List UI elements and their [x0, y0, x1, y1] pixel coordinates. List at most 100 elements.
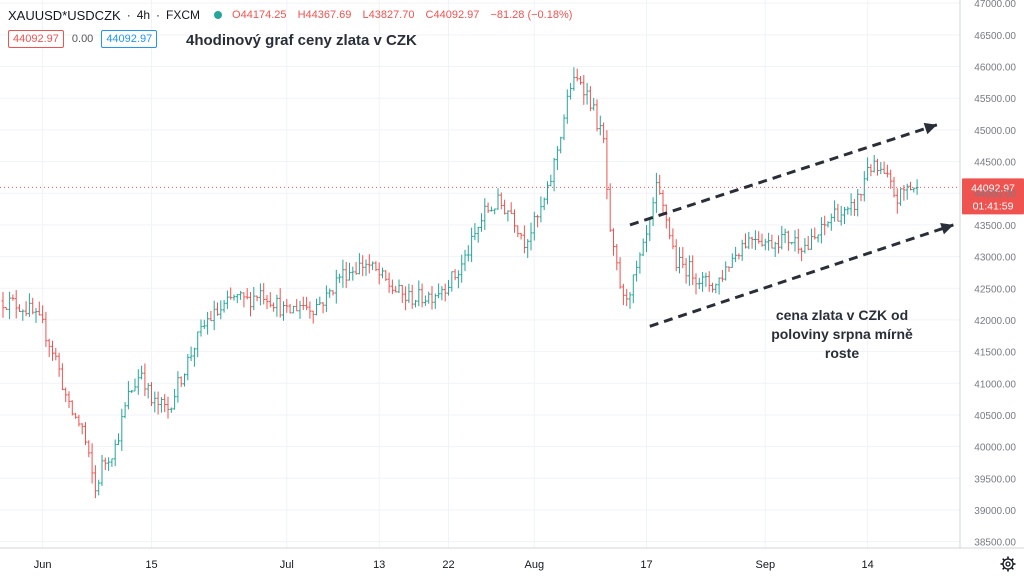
- ohlc-bar: [697, 277, 701, 290]
- ohlc-bar: [338, 273, 342, 283]
- x-tick-label: Sep: [756, 559, 776, 571]
- separator: ·: [126, 8, 131, 22]
- ohlc-bar: [823, 215, 827, 236]
- close-key: C: [425, 9, 434, 21]
- y-tick-label: 42000.00: [974, 316, 1016, 327]
- interval-label[interactable]: 4h: [136, 8, 151, 22]
- ohlc-bar: [555, 146, 559, 171]
- ohlc-bar: [621, 283, 625, 306]
- ohlc-bar: [80, 423, 84, 435]
- ohlc-bar: [377, 262, 381, 285]
- ohlc-bar: [192, 347, 196, 367]
- ohlc-bar: [905, 183, 909, 200]
- ohlc-bar: [18, 304, 21, 312]
- close-value: 44092.97: [433, 9, 480, 21]
- ohlc-bar: [569, 83, 573, 100]
- chart-grid: [0, 0, 960, 548]
- ohlc-bar: [235, 294, 239, 304]
- ohlc-bar: [456, 270, 460, 289]
- ohlc-bar: [592, 97, 596, 111]
- ohlc-bar: [519, 233, 523, 240]
- ohlc-bar: [357, 253, 361, 275]
- ohlc-bar: [813, 227, 817, 240]
- ohlc-bar: [539, 196, 543, 223]
- ohlc-bar: [225, 290, 229, 309]
- ohlc-bar: [727, 266, 731, 272]
- ohlc-bar: [417, 280, 421, 307]
- ohlc-bar: [549, 174, 553, 187]
- ohlc-bar: [440, 286, 444, 301]
- ohlc-bar: [249, 291, 252, 317]
- ohlc-values: O44174.25 H44367.69 L43827.70 C44092.97 …: [232, 9, 580, 21]
- ohlc-bar: [476, 226, 480, 243]
- ohlc-bar: [869, 164, 873, 177]
- ohlc-bar: [430, 286, 434, 310]
- ohlc-bar: [384, 270, 388, 282]
- x-tick-label: 13: [373, 559, 385, 571]
- gear-icon[interactable]: [1000, 556, 1016, 572]
- ohlc-bar: [74, 412, 78, 419]
- ohlc-bar: [522, 225, 526, 254]
- trade-pills: 44092.97 0.00 44092.97: [8, 30, 158, 48]
- ohlc-bar: [777, 235, 780, 254]
- ohlc-bar: [361, 255, 365, 277]
- ohlc-bar: [885, 164, 889, 178]
- ohlc-bar: [819, 217, 823, 244]
- chart-annotation-note[interactable]: cena zlata v CZK od poloviny srpna mírně…: [771, 307, 913, 361]
- ohlc-bar: [318, 296, 322, 306]
- ohlc-bar: [641, 238, 645, 257]
- ohlc-bar: [371, 261, 375, 271]
- ohlc-bar: [93, 465, 97, 499]
- ohlc-bar: [186, 354, 190, 381]
- symbol-name[interactable]: XAUUSD*USDCZK: [8, 7, 121, 23]
- ohlc-bar: [24, 301, 28, 317]
- trend-arrowhead: [940, 223, 954, 235]
- open-value: 44174.25: [240, 9, 287, 21]
- ohlc-bar: [179, 376, 183, 387]
- ohlc-bar: [407, 283, 411, 304]
- ohlc-bar: [602, 122, 606, 144]
- y-tick-label: 41500.00: [974, 348, 1016, 359]
- ohlc-bar: [839, 205, 843, 226]
- ohlc-bar: [796, 228, 800, 254]
- ohlc-bar: [126, 381, 130, 410]
- ohlc-bar: [628, 292, 632, 309]
- ohlc-bar: [4, 307, 8, 310]
- ohlc-bar: [390, 279, 394, 295]
- ohlc-bar: [291, 305, 295, 314]
- chart-annotation-title[interactable]: 4hodinový graf ceny zlata v CZK: [186, 32, 417, 49]
- ohlc-bar: [301, 296, 305, 311]
- ohlc-bar: [473, 223, 477, 241]
- ohlc-bar: [51, 340, 54, 361]
- ohlc-bar: [503, 199, 507, 215]
- sell-price-pill[interactable]: 44092.97: [8, 30, 64, 48]
- ohlc-bar: [450, 271, 454, 292]
- ohlc-bar: [41, 305, 45, 324]
- y-tick-label: 46500.00: [974, 31, 1016, 42]
- ohlc-bar: [351, 266, 355, 281]
- ohlc-bar: [816, 234, 820, 243]
- ohlc-bar: [150, 382, 153, 406]
- ohlc-bar: [786, 230, 790, 251]
- ohlc-bar: [546, 181, 549, 205]
- ohlc-bar: [394, 285, 398, 293]
- ohlc-bar: [757, 231, 761, 244]
- ohlc-bar: [612, 228, 615, 256]
- ohlc-bar: [31, 297, 35, 315]
- ohlc-bar: [750, 236, 754, 249]
- ohlc-bar: [470, 227, 474, 262]
- ohlc-bar: [684, 257, 688, 284]
- ohlc-bar: [760, 233, 764, 247]
- ohlc-bar: [585, 82, 589, 105]
- ohlc-bar: [437, 283, 441, 299]
- ohlc-bar: [57, 352, 61, 377]
- ohlc-bar: [862, 171, 866, 202]
- ohlc-bar: [14, 290, 18, 319]
- ohlc-bar: [308, 301, 312, 319]
- ohlc-bar: [648, 217, 652, 242]
- ohlc-bar: [780, 225, 784, 250]
- y-tick-label: 44500.00: [974, 158, 1016, 169]
- buy-price-pill[interactable]: 44092.97: [101, 30, 158, 48]
- y-tick-label: 39500.00: [974, 474, 1016, 485]
